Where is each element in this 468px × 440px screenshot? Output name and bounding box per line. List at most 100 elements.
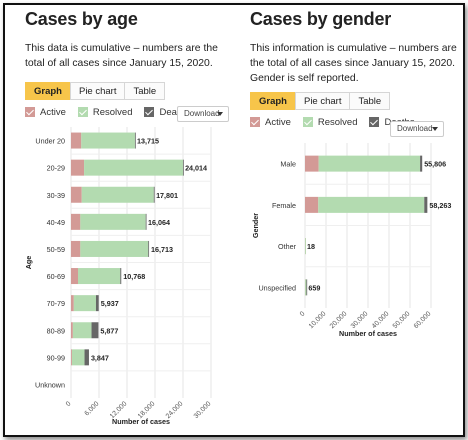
gender-value-label: 18 <box>307 242 315 251</box>
legend-label: Active <box>40 106 66 118</box>
age-category-label: 80-89 <box>47 326 65 335</box>
gender-category-label: Other <box>278 242 297 251</box>
checkbox-checked-icon <box>144 107 155 117</box>
age-category-label: 50-59 <box>47 245 65 254</box>
gender-panel-title: Cases by gender <box>250 9 392 29</box>
gender-tab-table[interactable]: Table <box>349 92 391 110</box>
age-bar-resolved <box>81 132 135 149</box>
age-category-label: Under 20 <box>35 137 65 146</box>
gender-tick-label: 10,000 <box>308 310 328 330</box>
age-bar-active <box>71 159 85 176</box>
age-bar-active <box>71 268 78 285</box>
age-bar-active <box>71 213 81 230</box>
age-panel-title: Cases by age <box>25 9 138 29</box>
age-bar-deaths <box>145 213 147 230</box>
download-label: Download <box>184 109 220 118</box>
age-category-label: Unknown <box>35 380 65 389</box>
checkbox-checked-icon <box>250 117 260 127</box>
age-bar-resolved <box>71 349 85 366</box>
chevron-down-icon <box>432 127 438 131</box>
gender-tick-label: 40,000 <box>371 310 391 330</box>
age-bar-active <box>71 295 74 312</box>
age-bar-deaths <box>120 268 122 285</box>
age-view-tabs: Graph Pie chart Table <box>25 82 237 100</box>
age-bar-deaths <box>134 132 136 149</box>
age-legend-resolved[interactable]: Resolved <box>77 106 133 118</box>
gender-panel-description: This information is cumulative – numbers… <box>250 43 457 84</box>
age-tab-table[interactable]: Table <box>124 82 166 100</box>
gender-tick-label: 60,000 <box>413 310 433 330</box>
age-bar-active <box>71 349 72 366</box>
gender-view-tabs: Graph Pie chart Table <box>250 92 464 110</box>
age-bar-active <box>71 132 82 149</box>
age-bar-deaths <box>95 295 99 312</box>
gender-tick-label: 0 <box>299 310 307 318</box>
age-category-label: 60-69 <box>47 272 65 281</box>
age-value-label: 17,801 <box>156 191 178 200</box>
legend-label: Deaths <box>159 106 190 118</box>
legend-label: Active <box>265 116 291 128</box>
gender-bar-active <box>305 155 319 172</box>
age-category-label: 40-49 <box>47 218 65 227</box>
chevron-down-icon <box>217 112 223 116</box>
checkbox-checked-icon <box>369 117 380 127</box>
age-bar-deaths <box>182 159 184 176</box>
age-value-label: 13,715 <box>137 137 159 146</box>
age-legend-active[interactable]: Active <box>25 107 66 118</box>
age-bar-resolved <box>84 159 183 176</box>
age-bar-resolved <box>73 295 96 312</box>
age-bar-chart: Under 20 13,715 20-29 24,014 30-39 17,801 40-4… <box>24 127 213 426</box>
gender-bar-resolved <box>305 279 307 296</box>
gender-value-label: 55,806 <box>424 160 446 169</box>
gender-tick-label: 50,000 <box>392 310 412 330</box>
age-category-label: 90-99 <box>47 353 65 362</box>
age-bar-resolved <box>81 186 154 203</box>
gender-bar-resolved <box>305 238 306 255</box>
age-y-axis-label: Age <box>24 256 33 270</box>
age-bar-deaths <box>91 322 99 339</box>
age-tick-label: 0 <box>65 400 73 408</box>
age-category-label: 20-29 <box>47 164 65 173</box>
gender-value-label: 58,263 <box>429 201 451 210</box>
age-bar-resolved <box>80 240 149 257</box>
screenshot-frame: Cases by age This data is cumulative – n… <box>3 3 465 437</box>
download-label: Download <box>397 124 433 133</box>
age-value-label: 16,064 <box>148 218 170 227</box>
gender-tick-label: 30,000 <box>350 310 370 330</box>
age-tick-label: 30,000 <box>193 400 213 420</box>
age-bar-deaths <box>84 349 89 366</box>
age-bar-active <box>71 240 81 257</box>
gender-legend-active[interactable]: Active <box>250 117 291 128</box>
age-legend: Active Resolved Deaths <box>25 106 237 118</box>
gender-legend-resolved[interactable]: Resolved <box>302 116 358 128</box>
legend-label: Resolved <box>92 106 133 118</box>
age-bar-resolved <box>78 268 121 285</box>
age-tick-label: 6,000 <box>83 400 100 417</box>
age-tab-pie-chart[interactable]: Pie chart <box>69 82 126 100</box>
gender-bar-chart: Male 55,806 Female 58,263 Other 18 Unspecified… <box>251 143 451 338</box>
legend-label: Resolved <box>317 116 358 128</box>
gender-y-axis-label: Gender <box>251 213 260 238</box>
gender-bar-resolved <box>318 155 421 172</box>
gender-category-label: Male <box>280 160 296 169</box>
gender-category-label: Unspecified <box>258 283 296 292</box>
gender-download-dropdown[interactable]: Download <box>390 121 444 137</box>
gender-bar-deaths <box>420 155 423 172</box>
age-category-label: 70-79 <box>47 299 65 308</box>
gender-x-axis-label: Number of cases <box>339 329 397 338</box>
checkbox-checked-icon <box>25 107 35 117</box>
age-panel-description: This data is cumulative – numbers are th… <box>25 43 218 69</box>
gender-tick-label: 20,000 <box>329 310 349 330</box>
age-bar-deaths <box>148 240 150 257</box>
checkbox-checked-icon <box>302 117 313 127</box>
age-x-axis-label: Number of cases <box>112 417 170 426</box>
gender-bar-resolved <box>318 196 425 213</box>
gender-bar-deaths <box>424 196 428 213</box>
age-download-dropdown[interactable]: Download <box>177 106 229 122</box>
gender-category-label: Female <box>272 201 296 210</box>
age-bar-active <box>71 322 73 339</box>
age-value-label: 5,877 <box>100 326 118 335</box>
age-legend-deaths[interactable]: Deaths <box>144 106 190 118</box>
checkbox-checked-icon <box>77 107 88 117</box>
age-value-label: 3,847 <box>91 353 109 362</box>
